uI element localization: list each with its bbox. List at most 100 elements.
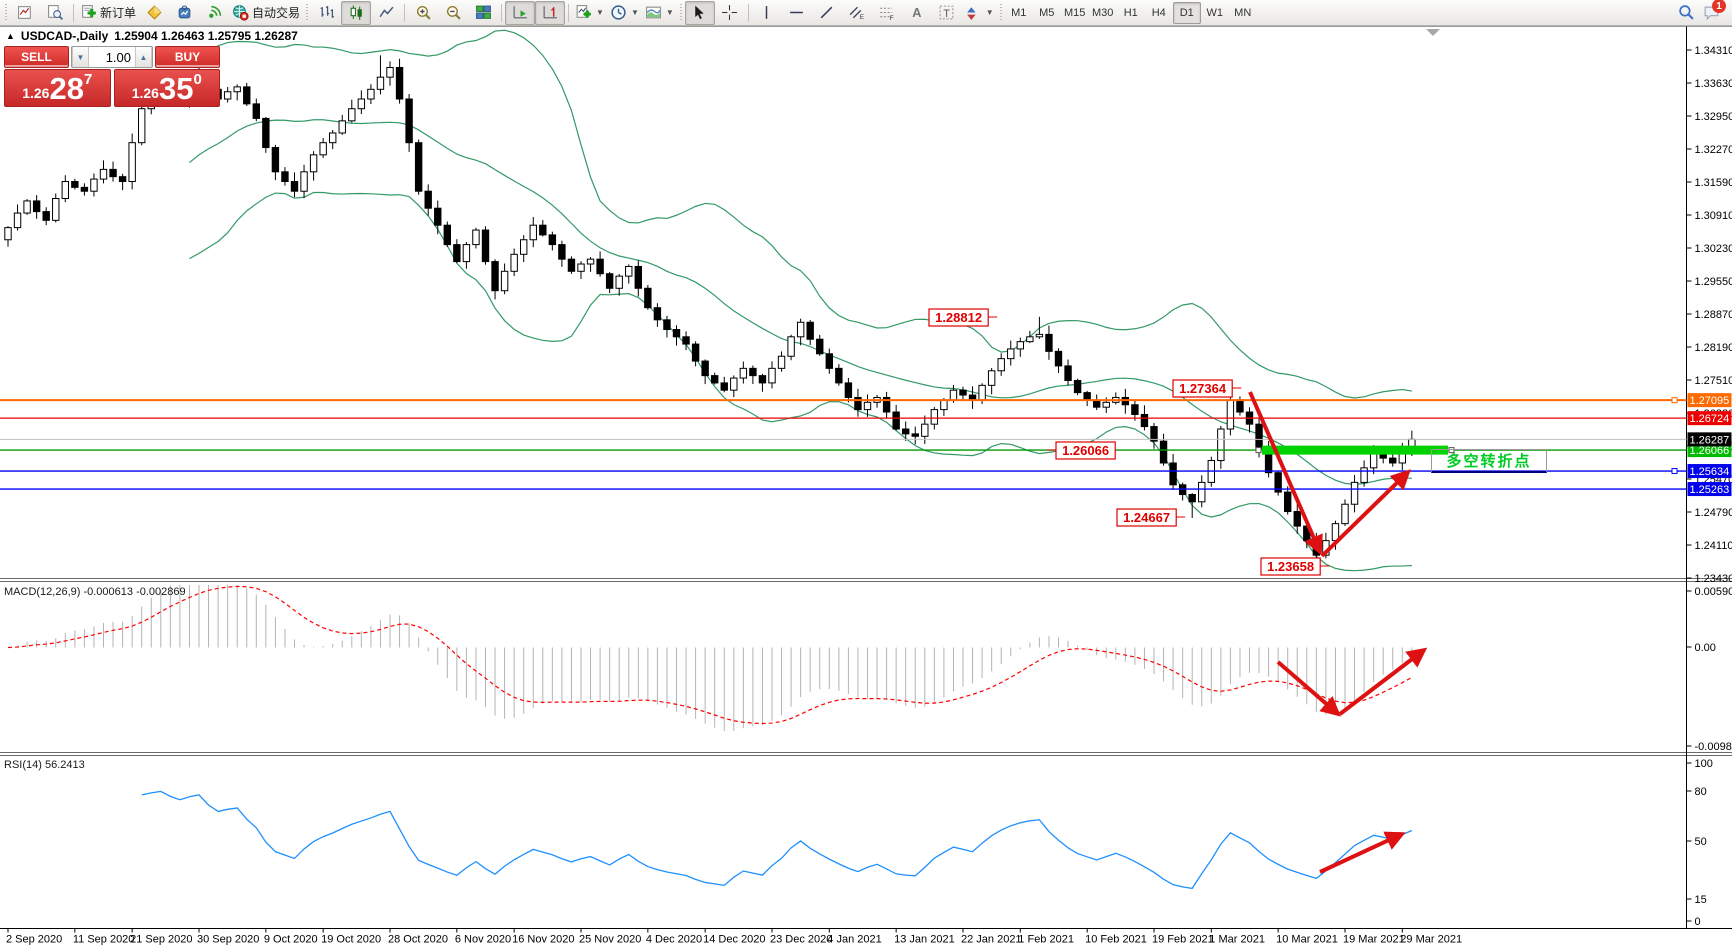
- line-selection-handle[interactable]: [1671, 468, 1678, 475]
- candle-body: [615, 275, 623, 289]
- band-handle[interactable]: [1255, 447, 1262, 454]
- tab-d1[interactable]: D1: [1172, 1, 1201, 24]
- time-axis-label: 28 Oct 2020: [388, 934, 448, 946]
- toolbar-grip[interactable]: [306, 3, 309, 22]
- toolbar-separator: [747, 3, 749, 22]
- zoom-out-icon: [446, 5, 461, 20]
- chart-shift-button[interactable]: [535, 0, 566, 25]
- axis-tick-label: 1.34310: [1695, 45, 1732, 57]
- candle-body: [644, 287, 652, 309]
- price-axis-badge: [1687, 482, 1732, 497]
- candle-body: [854, 396, 862, 411]
- chart-shift-marker-icon[interactable]: [1426, 29, 1440, 36]
- time-axis-label: 10 Mar 2021: [1276, 934, 1338, 946]
- candlestick-chart-type-button[interactable]: [341, 0, 372, 25]
- tab-mn[interactable]: MN: [1234, 6, 1252, 19]
- price-annotation-box[interactable]: [928, 308, 989, 327]
- volume-increase-button[interactable]: ▲: [135, 47, 152, 67]
- trend-arrow[interactable]: [1320, 469, 1411, 558]
- tile-windows-button[interactable]: [468, 1, 498, 25]
- sell-button[interactable]: SELL: [4, 46, 69, 68]
- crosshair-tool-button[interactable]: [715, 1, 745, 25]
- tab-m30[interactable]: M30: [1092, 6, 1114, 19]
- band-handle[interactable]: [1448, 447, 1455, 454]
- time-axis-label: 30 Sep 2020: [197, 934, 259, 946]
- tab-m1[interactable]: M1: [1011, 6, 1027, 19]
- price-annotation-text: 1.28812: [935, 310, 982, 325]
- indicators-button[interactable]: ▼: [572, 1, 607, 25]
- candle-body: [1140, 413, 1149, 428]
- vertical-line-tool-button[interactable]: [752, 1, 782, 25]
- tab-h1[interactable]: H1: [1123, 6, 1138, 19]
- line-selection-handle[interactable]: [1671, 397, 1678, 404]
- trendline-tool-button[interactable]: [812, 1, 842, 25]
- tab-w1[interactable]: W1: [1206, 6, 1223, 19]
- candle-body: [223, 91, 232, 100]
- time-axis-label: 1 Feb 2021: [1018, 934, 1074, 946]
- new-order-button[interactable]: 新订单: [77, 1, 139, 25]
- candle-body: [271, 147, 280, 173]
- channel-tool-button[interactable]: E: [842, 1, 872, 25]
- toolbar-grip[interactable]: [679, 3, 682, 22]
- price-axis-badge-text: 1.27095: [1690, 395, 1730, 407]
- text-label-tool-button[interactable]: T: [932, 1, 962, 25]
- note-text-label[interactable]: 多空转折点: [1431, 449, 1547, 473]
- signals-button[interactable]: [199, 1, 229, 25]
- equidistant-channel-icon: E: [849, 6, 864, 21]
- profiles-button[interactable]: [40, 1, 70, 25]
- axis-tick-label: 1.27510: [1695, 375, 1732, 387]
- candle-body: [940, 399, 948, 411]
- trend-arrow[interactable]: [1276, 660, 1342, 717]
- new-order-label: 新订单: [100, 6, 137, 20]
- trend-arrow[interactable]: [1248, 391, 1323, 556]
- new-chart-button[interactable]: [10, 1, 40, 25]
- candle-body: [367, 88, 375, 100]
- horizontal-line-tool-button[interactable]: [782, 1, 812, 25]
- axis-tick-label: 15: [1695, 894, 1707, 906]
- fibonacci-tool-button[interactable]: F: [872, 1, 902, 25]
- tab-m5[interactable]: M5: [1039, 6, 1055, 19]
- price-annotation-box[interactable]: [1260, 557, 1321, 576]
- sell-price-display[interactable]: 1.26 28 7: [4, 69, 111, 107]
- tab-h4[interactable]: H4: [1151, 6, 1166, 19]
- volume-decrease-button[interactable]: ▼: [72, 47, 89, 67]
- metaeditor-button[interactable]: [139, 1, 169, 25]
- arrow-objects-button[interactable]: ▼: [962, 1, 997, 25]
- candle-body: [882, 396, 891, 413]
- notifications-button[interactable]: 1: [1703, 0, 1726, 21]
- price-annotation-box[interactable]: [1055, 441, 1116, 460]
- price-annotation-box[interactable]: [1172, 379, 1233, 398]
- time-axis-label: 13 Jan 2021: [894, 934, 955, 946]
- volume-input[interactable]: [89, 47, 135, 67]
- search-icon[interactable]: [1678, 4, 1695, 21]
- candle-body: [1026, 336, 1034, 343]
- trend-arrow[interactable]: [1319, 831, 1406, 874]
- periods-button[interactable]: ▼: [607, 1, 642, 25]
- candle-body: [462, 244, 471, 263]
- candle-body: [386, 66, 394, 78]
- zoom-in-button[interactable]: [408, 1, 438, 25]
- tab-m15[interactable]: M15: [1064, 6, 1086, 19]
- line-chart-type-button[interactable]: [371, 1, 401, 25]
- price-annotation-box[interactable]: [1116, 508, 1177, 527]
- bar-chart-type-button[interactable]: [311, 1, 341, 25]
- auto-scroll-button[interactable]: [505, 0, 536, 25]
- autotrading-button[interactable]: 自动交易: [229, 1, 303, 25]
- trend-arrow[interactable]: [1338, 647, 1428, 716]
- collapse-triangle-icon[interactable]: ▲: [6, 31, 15, 41]
- market-button[interactable]: [169, 1, 199, 25]
- buy-button[interactable]: BUY: [155, 46, 220, 68]
- text-tool-button[interactable]: A: [902, 1, 932, 25]
- toolbar-grip[interactable]: [5, 3, 7, 22]
- svg-text:E: E: [860, 14, 864, 21]
- toolbar-separator: [501, 3, 503, 22]
- candle-body: [138, 108, 146, 144]
- candle-body: [758, 375, 767, 384]
- zoom-out-button[interactable]: [438, 1, 468, 25]
- cursor-tool-button[interactable]: [684, 0, 715, 25]
- buy-price-display[interactable]: 1.26 35 0: [113, 69, 220, 107]
- chart-template-button[interactable]: ▼: [642, 1, 677, 25]
- time-axis-label: 10 Feb 2021: [1085, 934, 1147, 946]
- toolbar-grip[interactable]: [999, 3, 1002, 22]
